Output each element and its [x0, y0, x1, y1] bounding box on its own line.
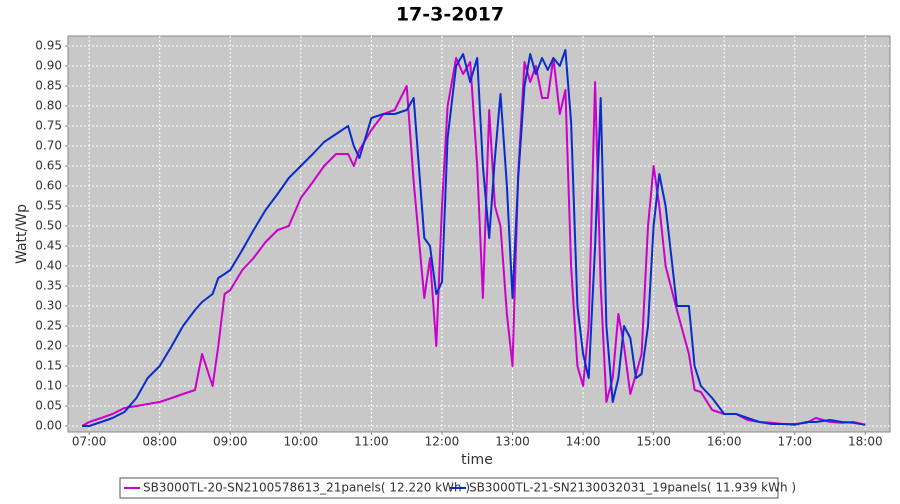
y-axis-label: Watt/Wp	[14, 204, 30, 264]
x-tick-label: 11:00	[354, 435, 389, 449]
x-tick-label: 15:00	[636, 435, 671, 449]
y-tick-label: 0.90	[35, 59, 62, 73]
legend-label: SB3000TL-21-SN2130032031_19panels( 11.93…	[469, 481, 796, 495]
y-tick-label: 0.50	[35, 219, 62, 233]
y-tick-label: 0.35	[35, 279, 62, 293]
y-tick-label: 0.60	[35, 179, 62, 193]
x-tick-label: 09:00	[213, 435, 248, 449]
x-tick-label: 16:00	[707, 435, 742, 449]
y-tick-label: 0.40	[35, 259, 62, 273]
y-tick-label: 0.00	[35, 419, 62, 433]
x-tick-label: 07:00	[72, 435, 107, 449]
y-tick-label: 0.55	[35, 199, 62, 213]
y-tick-label: 0.75	[35, 119, 62, 133]
x-tick-label: 10:00	[284, 435, 319, 449]
x-tick-label: 17:00	[777, 435, 812, 449]
y-tick-label: 0.30	[35, 299, 62, 313]
legend	[119, 477, 779, 499]
y-tick-label: 0.20	[35, 339, 62, 353]
x-tick-label: 14:00	[566, 435, 601, 449]
x-axis-label: time	[461, 452, 493, 468]
y-tick-label: 0.95	[35, 39, 62, 53]
y-tick-label: 0.80	[35, 99, 62, 113]
series-line	[82, 49, 866, 427]
x-tick-label: 08:00	[142, 435, 177, 449]
y-tick-label: 0.05	[35, 399, 62, 413]
y-tick-label: 0.85	[35, 79, 62, 93]
y-tick-label: 0.25	[35, 319, 62, 333]
legend-label: SB3000TL-20-SN2100578613_21panels( 12.22…	[143, 481, 470, 495]
x-tick-label: 12:00	[425, 435, 460, 449]
x-tick-label: 13:00	[495, 435, 530, 449]
series-line	[81, 57, 866, 427]
y-tick-label: 0.15	[35, 359, 62, 373]
chart-title: 17-3-2017	[396, 4, 504, 26]
y-tick-label: 0.70	[35, 139, 62, 153]
y-tick-label: 0.10	[35, 379, 62, 393]
x-tick-label: 18:00	[848, 435, 883, 449]
y-tick-label: 0.65	[35, 159, 62, 173]
y-tick-label: 0.45	[35, 239, 62, 253]
